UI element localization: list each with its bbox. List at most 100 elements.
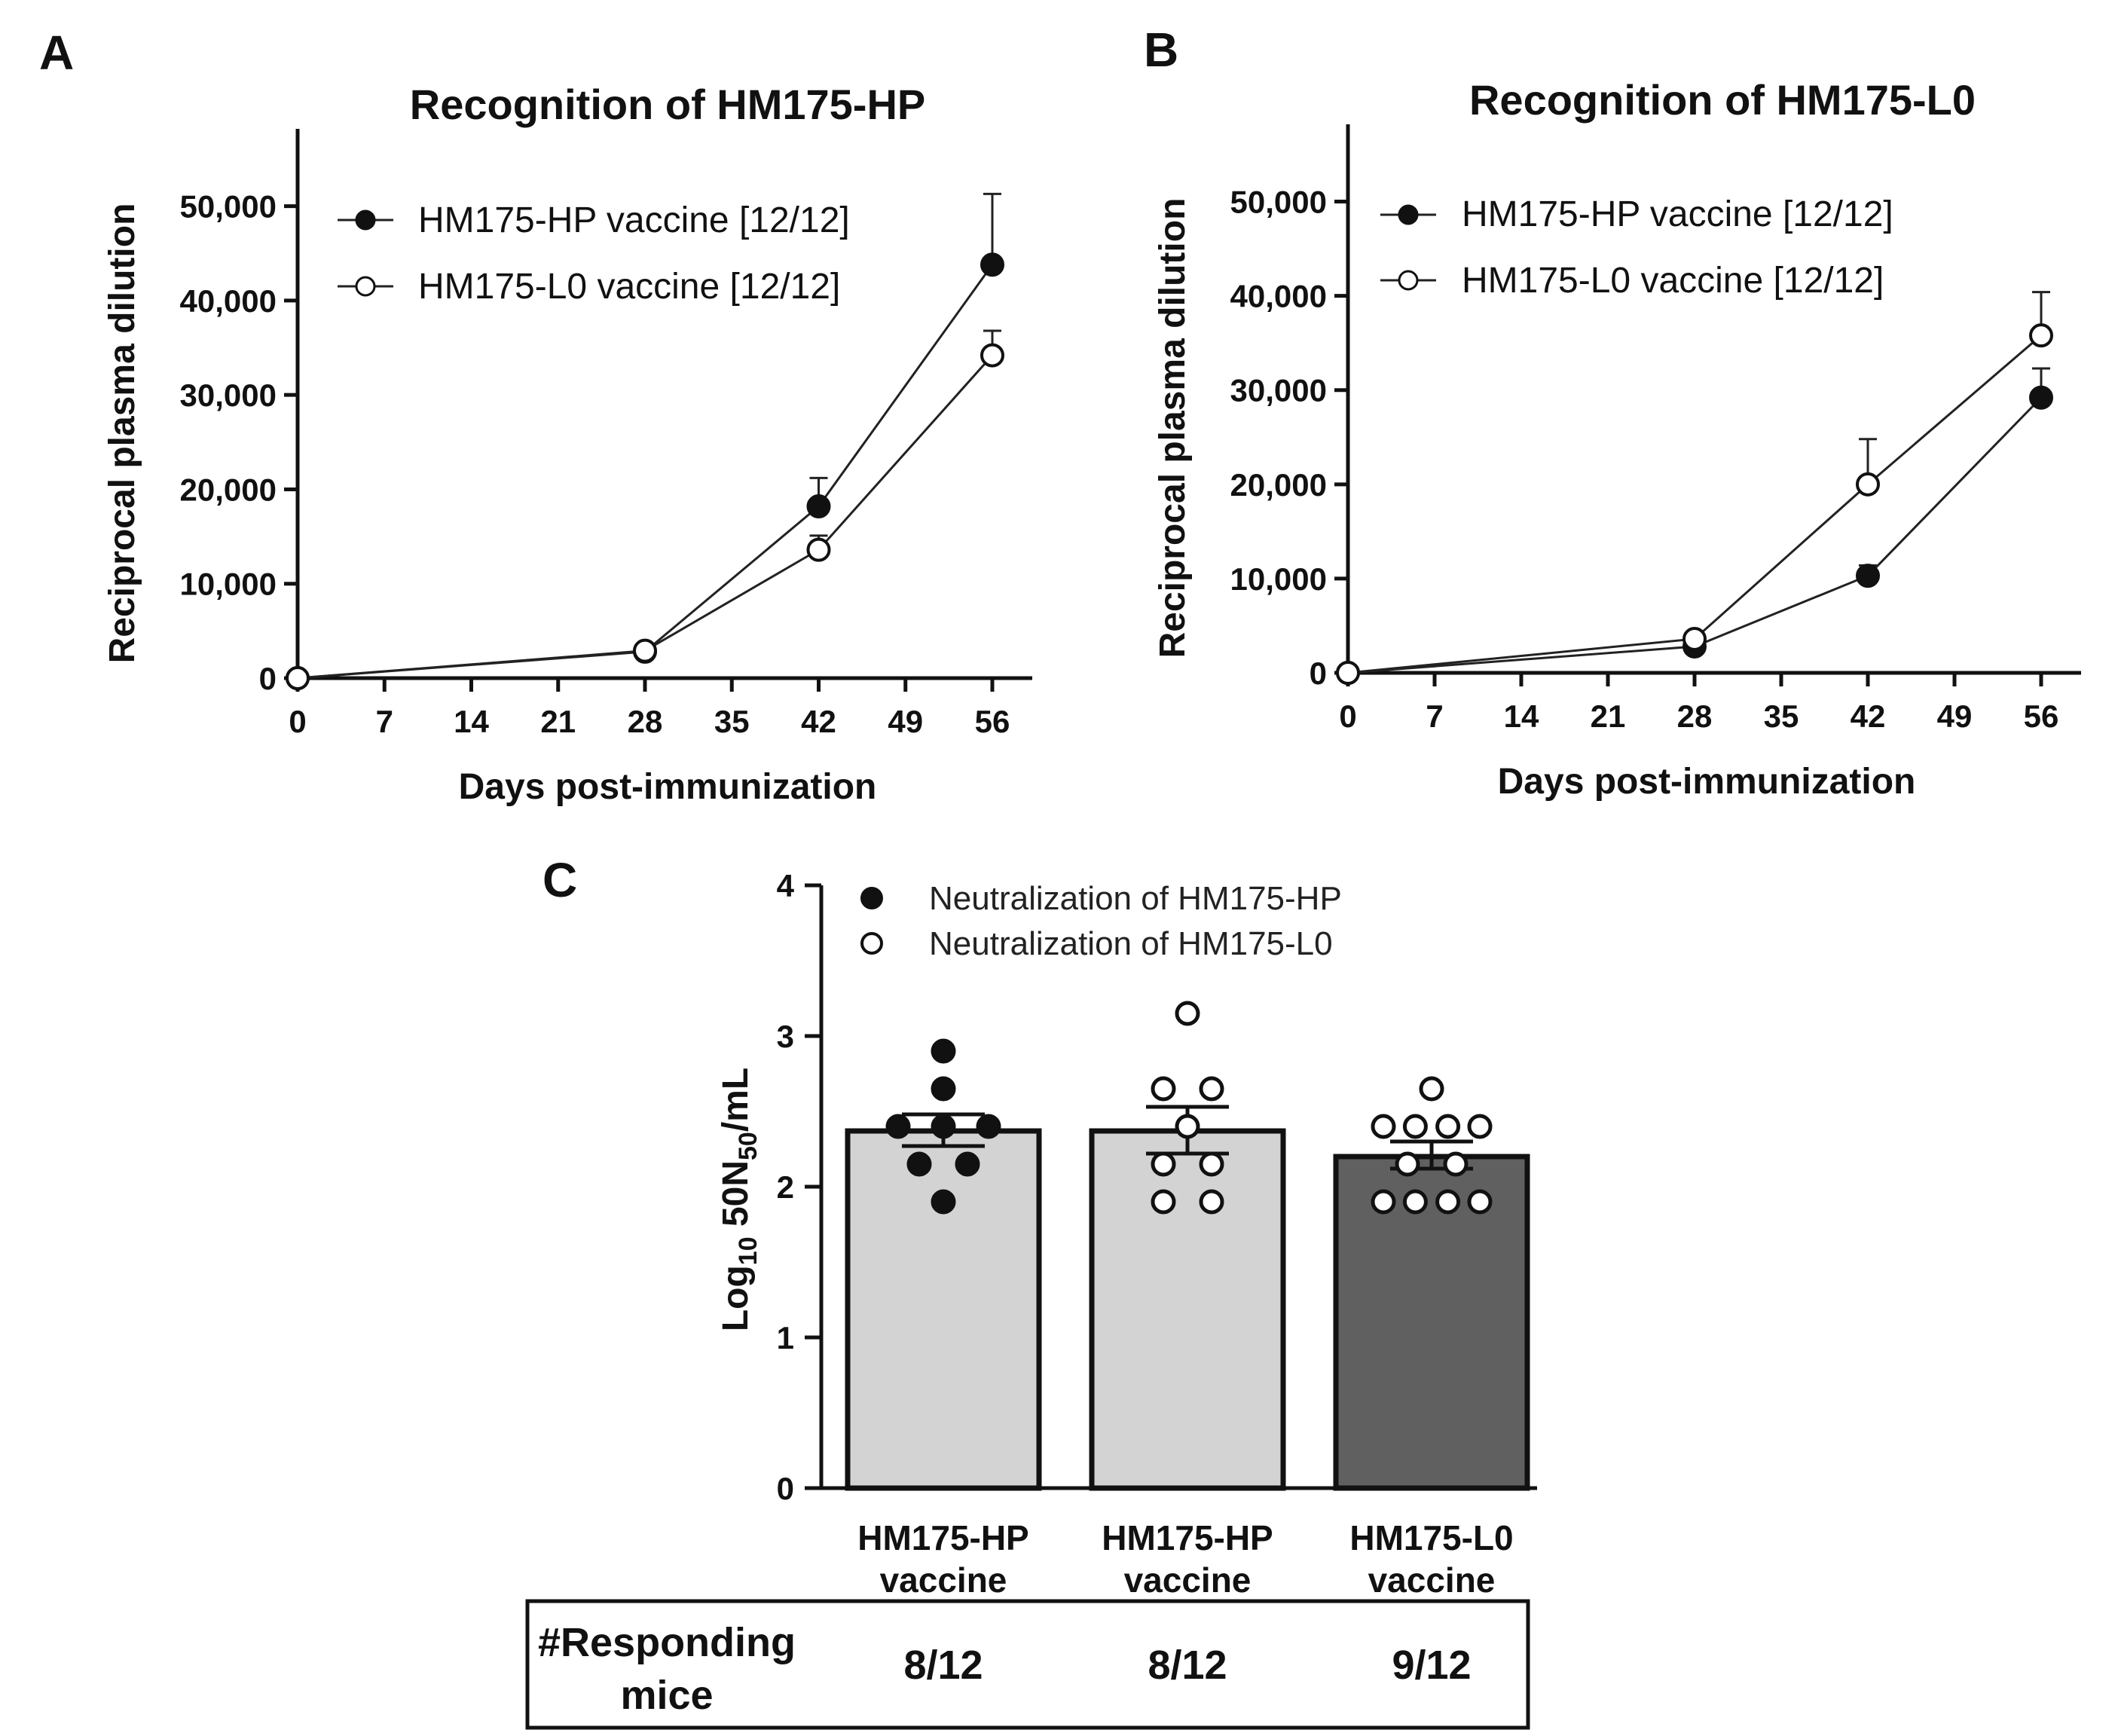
panel-a-plot: 0 7 14 21 28 35 42 49 56 0 10,000 20,000 30,000 40,00… (180, 129, 1032, 739)
panel-c-legend-label-hp: Neutralization of HM175-HP (929, 880, 1342, 917)
panel-b-x-tick-label: 7 (1426, 698, 1443, 734)
panel-b-legend-label-hp: HM175-HP vaccine [12/12] (1462, 194, 1893, 234)
panel-c-plot: 0 1 2 3 4 (777, 868, 1537, 1506)
panel-b-y-tick-label: 10,000 (1230, 561, 1327, 597)
table-row-label-line1: #Responding (538, 1620, 796, 1665)
bar-3-data-point (1467, 1114, 1493, 1139)
bar-2-data-point (1199, 1076, 1224, 1102)
bar-3-data-point (1395, 1151, 1420, 1177)
panel-a-x-tick-label: 49 (888, 704, 923, 739)
panel-b-y-tick-label: 40,000 (1230, 279, 1327, 314)
bar-3 (1333, 1154, 1530, 1491)
category-3-label-line1: HM175-L0 (1349, 1518, 1513, 1557)
panel-b-title: Recognition of HM175-L0 (1469, 76, 1976, 124)
panel-b-y-tick-label: 30,000 (1230, 373, 1327, 408)
table-value-2: 8/12 (1148, 1643, 1227, 1688)
table-value-3: 9/12 (1392, 1643, 1471, 1688)
panel-b-series-l0-point (2029, 323, 2053, 348)
bar-1-data-point (931, 1076, 956, 1102)
panel-b-legend-marker-l0 (1398, 270, 1419, 291)
panel-b-ylabel: Reciprocal plasma dilution (1153, 198, 1193, 659)
panel-a-series-l0-point (980, 343, 1004, 368)
panel-a-series-l0-line (297, 354, 994, 680)
panel-b-legend-label-l0: HM175-L0 vaccine [12/12] (1462, 261, 1884, 301)
panel-a-legend-marker-hp (355, 209, 376, 231)
panel-c-ylabel-sub2: 50 (734, 1132, 763, 1160)
panel-c-legend-marker-l0 (860, 932, 883, 955)
bar-2-data-point (1151, 1076, 1176, 1102)
panel-a-x-tick-label: 28 (628, 704, 663, 739)
panel-a-legend-label-l0: HM175-L0 vaccine [12/12] (418, 267, 840, 307)
panel-c-ylabel-log: Log (716, 1265, 756, 1331)
panel-c-legend-label-l0: Neutralization of HM175-L0 (929, 925, 1333, 962)
panel-a-y-tick-label: 50,000 (180, 189, 277, 225)
bar-1-data-point (906, 1151, 932, 1177)
panel-b-series-hp-point (1856, 564, 1880, 588)
panel-c: C Log10 50N50/mL Neutralization of HM175… (525, 853, 1537, 1730)
panel-a-x-tick-label: 21 (540, 704, 576, 739)
category-2-label-line2: vaccine (1124, 1560, 1252, 1600)
panel-b-y-tick-label: 20,000 (1230, 467, 1327, 503)
bar-1-data-point (976, 1114, 1001, 1139)
panel-a-x-tick-label: 42 (801, 704, 836, 739)
panel-a-x-tick-label: 0 (289, 704, 306, 739)
panel-c-y-tick-label: 0 (777, 1471, 794, 1506)
panel-b-letter: B (1144, 23, 1178, 77)
panel-a-series-l0-point (633, 638, 657, 663)
table-border (525, 1599, 1530, 1730)
category-2-label-line1: HM175-HP (1102, 1518, 1273, 1557)
panel-b-x-tick-label: 49 (1937, 698, 1973, 734)
responding-mice-table: #Responding mice 8/12 8/12 9/12 (525, 1599, 1530, 1730)
panel-b-series-l0-point (1856, 472, 1880, 497)
panel-a-legend-marker-l0 (355, 276, 376, 297)
panel-a-legend-label-hp: HM175-HP vaccine [12/12] (418, 200, 850, 240)
panel-c-legend: Neutralization of HM175-HP Neutralizatio… (860, 880, 1342, 962)
panel-c-y-tick-label: 4 (777, 868, 795, 903)
panel-a-series-l0-point (286, 666, 310, 690)
bar-2 (1089, 1128, 1286, 1491)
bar-3-data-point (1435, 1189, 1461, 1215)
panel-b-legend: HM175-HP vaccine [12/12] HM175-L0 vaccin… (1380, 194, 1893, 301)
panel-b-xlabel: Days post-immunization (1498, 762, 1916, 802)
panel-b-legend-marker-hp (1398, 204, 1419, 225)
panel-a-legend: HM175-HP vaccine [12/12] HM175-L0 vaccin… (338, 200, 850, 307)
bar-3-data-point (1371, 1114, 1396, 1139)
category-1-label-line1: HM175-HP (857, 1518, 1029, 1557)
panel-b: B Recognition of HM175-L0 Days post-immu… (1144, 23, 2081, 802)
bar-1-data-point (931, 1114, 956, 1139)
panel-a-xlabel: Days post-immunization (459, 767, 877, 807)
panel-c-y-tick-label: 2 (777, 1169, 794, 1205)
panel-b-x-tick-label: 56 (2024, 698, 2059, 734)
panel-b-series-l0-point (1336, 661, 1360, 685)
bar-3-data-point (1419, 1076, 1444, 1102)
bar-3-data-point (1402, 1114, 1428, 1139)
bar-3-data-point (1443, 1151, 1469, 1177)
panel-a-x-tick-label: 14 (454, 704, 489, 739)
panel-b-series-hp-point (2029, 385, 2053, 410)
panel-a-series-hp-point (806, 494, 831, 519)
panel-a-x-tick-label: 56 (975, 704, 1010, 739)
panel-a-y-tick-label: 0 (259, 661, 277, 696)
panel-a-letter: A (39, 26, 74, 80)
panel-b-series-l0-line (1347, 335, 2042, 674)
bar-2-data-point (1151, 1189, 1176, 1215)
panel-c-ylabel: Log10 50N50/mL (716, 1068, 763, 1331)
panel-b-series-l0-point (1682, 626, 1707, 651)
panel-a-y-tick-label: 10,000 (180, 567, 277, 602)
panel-c-ylabel-sub1: 10 (734, 1236, 763, 1265)
panel-a-series-hp-point (980, 252, 1004, 277)
bar-1-data-point (885, 1114, 911, 1139)
panel-c-ylabel-mid: 50N (716, 1160, 756, 1236)
bar-2-data-point (1199, 1189, 1224, 1215)
panel-c-y-tick-label: 3 (777, 1019, 794, 1054)
panel-c-legend-marker-hp (860, 887, 883, 909)
panel-b-x-tick-label: 21 (1591, 698, 1626, 734)
panel-a-y-tick-label: 30,000 (180, 377, 277, 413)
bar-3-data-point (1467, 1189, 1493, 1215)
panel-a-y-tick-label: 20,000 (180, 472, 277, 507)
panel-b-y-tick-label: 0 (1310, 656, 1327, 691)
panel-b-x-tick-label: 35 (1764, 698, 1799, 734)
panel-c-ylabel-end: /mL (716, 1068, 756, 1132)
bar-2-data-point (1175, 1114, 1200, 1139)
